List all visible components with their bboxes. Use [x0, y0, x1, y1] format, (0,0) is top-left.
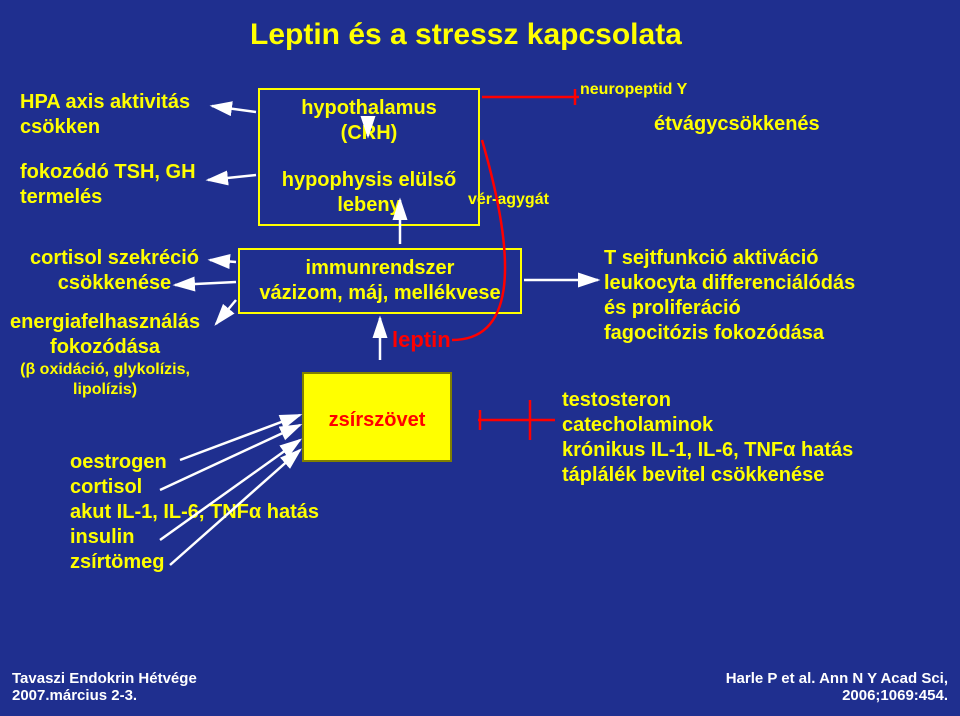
appetite-loss: étvágycsökkenés: [654, 112, 820, 137]
tsh-line2: termelés: [20, 185, 196, 210]
t-line1: T sejtfunkció aktiváció: [604, 246, 855, 271]
slide-title: Leptin és a stressz kapcsolata: [250, 18, 682, 52]
energy-line1: energiafelhasználás: [10, 310, 200, 335]
hpa-activity: HPA axis aktivitás csökken: [20, 90, 190, 140]
leptin-label: leptin: [392, 326, 451, 354]
tsh-gh: fokozódó TSH, GH termelés: [20, 160, 196, 210]
hpa-line2: csökken: [20, 115, 190, 140]
footer-left: Tavaszi Endokrin Hétvége 2007.március 2-…: [12, 670, 197, 705]
t-line2: leukocyta differenciálódás: [604, 271, 855, 296]
energy-line3: (β oxidáció, glykolízis,: [10, 360, 200, 380]
tsh-line1: fokozódó TSH, GH: [20, 160, 196, 185]
hypophysis-line2: lebeny: [272, 193, 466, 218]
t-line4: fagocitózis fokozódása: [604, 321, 855, 346]
cort-line2: csökkenése: [30, 271, 199, 296]
adipose-text: zsírszövet: [329, 409, 426, 431]
adipose-box: zsírszövet: [302, 372, 452, 462]
hpa-line1: HPA axis aktivitás: [20, 90, 190, 115]
stim-insulin: insulin: [70, 525, 319, 550]
footer-right-line2: 2006;1069:454.: [726, 687, 948, 704]
inhibitors-block: testosteron catecholaminok krónikus IL-1…: [562, 388, 853, 488]
energy-usage: energiafelhasználás fokozódása (β oxidác…: [10, 310, 200, 400]
footer-right-line1: Harle P et al. Ann N Y Acad Sci,: [726, 670, 948, 687]
t-line3: és proliferáció: [604, 296, 855, 321]
energy-line4: lipolízis): [10, 380, 200, 400]
inh-food: táplálék bevitel csökkenése: [562, 463, 853, 488]
bbb-label: vér-agygát: [468, 190, 549, 210]
immune-line2: vázizom, máj, mellékvese: [252, 281, 508, 306]
footer-left-line2: 2007.március 2-3.: [12, 687, 197, 704]
t-cell-block: T sejtfunkció aktiváció leukocyta differ…: [604, 246, 855, 346]
hypothalamus-box: hypothalamus (CRH) hypophysis elülső leb…: [258, 88, 480, 226]
inh-testosteron: testosteron: [562, 388, 853, 413]
stim-fat: zsírtömeg: [70, 550, 319, 575]
cort-line1: cortisol szekréció: [30, 246, 199, 271]
slide: Leptin és a stressz kapcsolata HPA axis …: [0, 0, 960, 716]
energy-line2: fokozódása: [10, 335, 200, 360]
stim-oestrogen: oestrogen: [70, 450, 319, 475]
stimulators: oestrogen cortisol akut IL-1, IL-6, TNFα…: [70, 450, 319, 575]
footer-left-line1: Tavaszi Endokrin Hétvége: [12, 670, 197, 687]
inh-catechol: catecholaminok: [562, 413, 853, 438]
immune-box: immunrendszer vázizom, máj, mellékvese: [238, 248, 522, 314]
stim-il: akut IL-1, IL-6, TNFα hatás: [70, 500, 319, 525]
inh-il: krónikus IL-1, IL-6, TNFα hatás: [562, 438, 853, 463]
stim-cortisol: cortisol: [70, 475, 319, 500]
npy-label: neuropeptid Y: [580, 80, 687, 100]
footer-right: Harle P et al. Ann N Y Acad Sci, 2006;10…: [726, 670, 948, 705]
cortisol-secretion: cortisol szekréció csökkenése: [30, 246, 199, 296]
immune-line1: immunrendszer: [252, 256, 508, 281]
hypothalamus-text: hypothalamus (CRH): [272, 96, 466, 146]
hypophysis-line1: hypophysis elülső: [272, 168, 466, 193]
